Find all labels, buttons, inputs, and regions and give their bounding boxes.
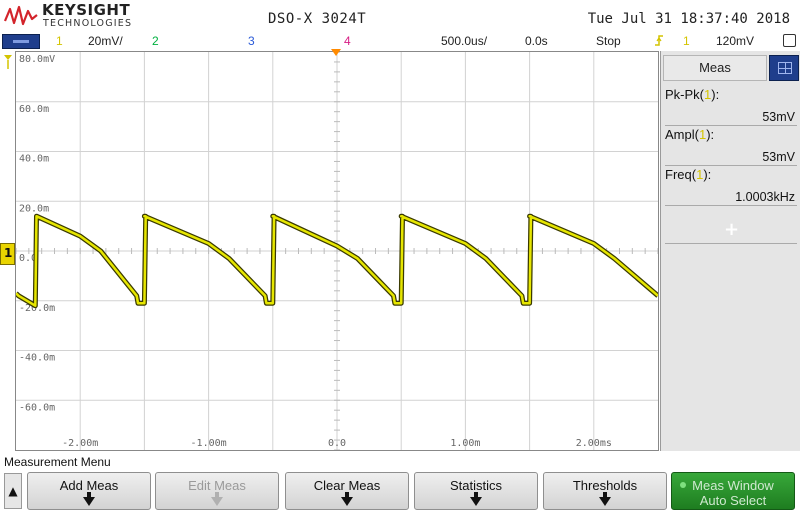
softkey-label: Add Meas — [59, 478, 119, 493]
y-tick-label: -20.0m — [19, 303, 55, 314]
divider — [665, 125, 797, 126]
softkey-label: Edit Meas — [188, 478, 246, 493]
down-arrow-icon — [211, 492, 223, 506]
ch3-number[interactable]: 3 — [248, 34, 255, 48]
y-tick-label: -40.0m — [19, 353, 55, 364]
ch1-number[interactable]: 1 — [56, 34, 63, 48]
down-arrow-icon — [470, 492, 482, 506]
y-tick-label: 80.0mV — [19, 54, 55, 65]
header-bar: KEYSIGHT TECHNOLOGIES DSO-X 3024T Tue Ju… — [0, 0, 800, 32]
keysight-logo: KEYSIGHT TECHNOLOGIES — [4, 1, 134, 29]
meas-value: 1.0003kHz — [735, 190, 795, 204]
timebase-scale[interactable]: 500.0us/ — [441, 34, 488, 48]
waveform-trace — [16, 214, 658, 307]
x-tick-label: 1.00m — [450, 438, 480, 449]
y-tick-label: 0.0 — [19, 253, 37, 264]
ch4-number[interactable]: 4 — [344, 34, 351, 48]
meas-label: Ampl — [665, 127, 695, 142]
meas-item-pkpk[interactable]: Pk-Pk(1): 53mV — [665, 87, 795, 124]
grid-window-icon — [778, 62, 792, 74]
y-tick-label: 60.0m — [19, 104, 49, 115]
thresholds-button[interactable]: Thresholds — [543, 472, 667, 510]
down-arrow-icon — [83, 492, 95, 506]
measurement-panel: Meas Pk-Pk(1): 53mV Ampl(1): 53mV Freq(1… — [660, 51, 800, 451]
scope-model: DSO-X 3024T — [268, 11, 367, 27]
divider — [665, 243, 797, 244]
time-delay[interactable]: 0.0s — [525, 34, 548, 48]
clear-meas-button[interactable]: Clear Meas — [285, 472, 409, 510]
down-arrow-icon — [341, 492, 353, 506]
y-tick-label: -60.0m — [19, 402, 55, 413]
channel-status-bar: 1 20mV/ 2 3 4 500.0us/ 0.0s Stop 1 120mV — [0, 32, 800, 51]
waveform-graticule: 80.0mV 60.0m 40.0m 20.0m 0.0 -20.0m -40.0m -60.… — [16, 52, 658, 450]
edit-meas-button[interactable]: Edit Meas — [155, 472, 279, 510]
menu-title: Measurement Menu — [4, 455, 111, 469]
x-tick-label: 0.0 — [328, 438, 346, 449]
keysight-wave-icon — [4, 5, 38, 26]
ch1-scale[interactable]: 20mV/ — [88, 34, 123, 48]
run-state: Stop — [596, 34, 621, 48]
trigger-edge-icon — [654, 34, 664, 50]
softkey-sublabel: Auto Select — [699, 493, 767, 508]
trigger-level-marker[interactable] — [4, 55, 12, 69]
add-meas-button[interactable]: Add Meas — [27, 472, 151, 510]
plus-icon[interactable]: + — [724, 219, 740, 240]
meas-source: 1 — [704, 87, 712, 102]
meas-value: 53mV — [762, 110, 795, 124]
expand-window-icon[interactable] — [783, 34, 796, 47]
softkey-bar: ▲ Add Meas Edit Meas Clear Meas Statisti… — [0, 469, 800, 512]
meas-item-freq[interactable]: Freq(1): 1.0003kHz — [665, 167, 795, 204]
down-arrow-icon — [599, 492, 611, 506]
brand-name: KEYSIGHT — [42, 1, 131, 19]
y-tick-label: 40.0m — [19, 154, 49, 165]
meas-source: 1 — [698, 127, 707, 142]
divider — [665, 205, 797, 206]
ch2-number[interactable]: 2 — [152, 34, 159, 48]
brand-subtitle: TECHNOLOGIES — [43, 18, 133, 29]
meas-window-button[interactable]: Meas Window Auto Select — [671, 472, 795, 510]
y-tick-label: 20.0m — [19, 203, 49, 214]
trigger-position-marker[interactable] — [331, 49, 341, 56]
meas-value: 53mV — [762, 150, 795, 164]
meas-label: Pk-Pk — [665, 87, 700, 102]
meas-source: 1 — [696, 167, 704, 182]
meas-label: Freq — [665, 167, 692, 182]
trigger-level[interactable]: 120mV — [716, 34, 755, 48]
trigger-source[interactable]: 1 — [683, 34, 690, 48]
x-tick-label: -2.00m — [62, 438, 98, 449]
active-indicator-icon — [680, 482, 686, 488]
softkey-label: Clear Meas — [313, 478, 381, 493]
ch1-ground-marker[interactable] — [0, 243, 15, 265]
softkey-label: Statistics — [449, 478, 502, 493]
channel-overview-icon[interactable] — [2, 34, 40, 49]
tab-window-grid[interactable] — [769, 55, 799, 81]
tab-meas[interactable]: Meas — [663, 55, 767, 81]
x-tick-label: -1.00m — [191, 438, 227, 449]
softkey-label: Thresholds — [572, 478, 638, 493]
x-tick-label: 2.00ms — [576, 438, 612, 449]
statistics-button[interactable]: Statistics — [414, 472, 538, 510]
softkey-label: Meas Window — [692, 478, 774, 493]
meas-item-ampl[interactable]: Ampl(1): 53mV — [665, 127, 795, 164]
divider — [665, 165, 797, 166]
waveform-display[interactable]: 80.0mV 60.0m 40.0m 20.0m 0.0 -20.0m -40.0m -60.… — [15, 51, 659, 451]
up-arrow-icon[interactable]: ▲ — [4, 473, 22, 509]
date-time: Tue Jul 31 18:37:40 2018 — [587, 11, 790, 27]
